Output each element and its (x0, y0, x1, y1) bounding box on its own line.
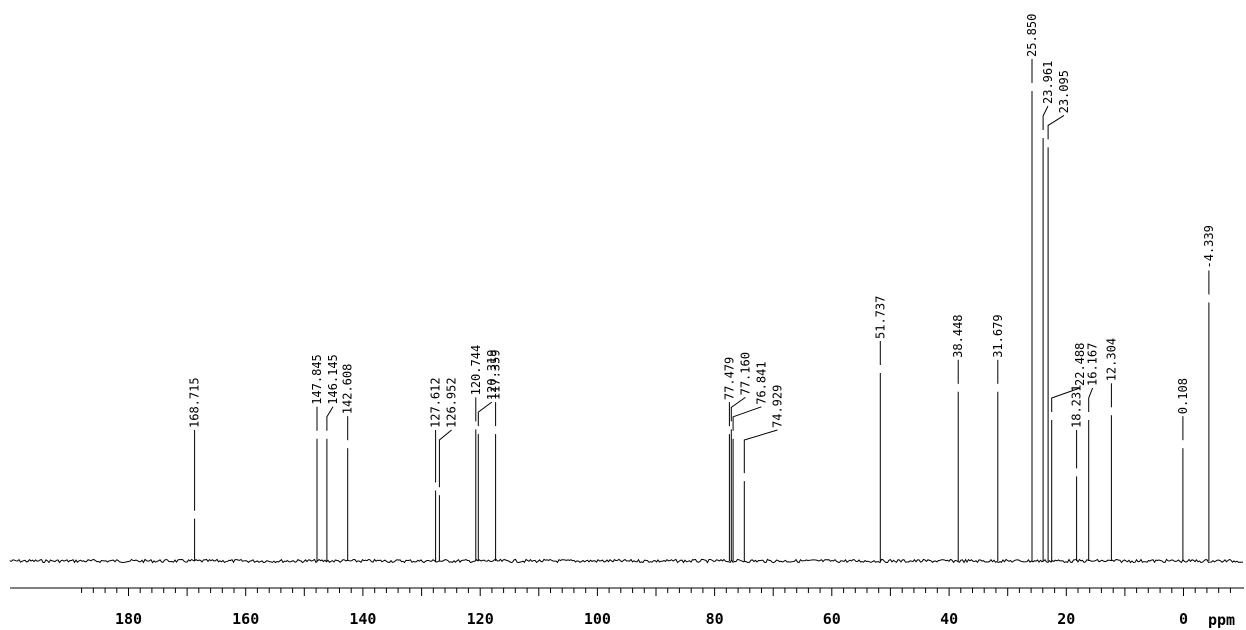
peak-label: 126.952 (445, 377, 459, 428)
peak-label: 117.359 (489, 350, 503, 401)
x-tick-label: 100 (584, 610, 611, 628)
x-tick-label: 140 (349, 610, 376, 628)
peak-lines (194, 91, 1210, 561)
x-tick-label: 120 (467, 610, 494, 628)
peak-leader (1047, 114, 1065, 140)
peak-label: 142.608 (341, 364, 355, 415)
peak-label: 23.961 (1041, 61, 1055, 104)
peak-leader (1042, 105, 1049, 130)
peak-label: 77.160 (738, 352, 752, 395)
peak-leader (477, 401, 493, 427)
x-tick-label: 80 (706, 610, 724, 628)
peak-label: 25.850 (1025, 14, 1039, 57)
peak-label: 76.841 (754, 361, 768, 404)
peak-label: 0.108 (1176, 378, 1190, 414)
peak-label: 22.488 (1073, 343, 1087, 386)
peak-leader (730, 396, 746, 422)
peak-leader (732, 406, 762, 431)
peak-label: 168.715 (188, 377, 202, 428)
peak-label: 23.095 (1057, 70, 1071, 113)
x-tick-label: 40 (940, 610, 958, 628)
peak-label: 146.145 (326, 354, 340, 405)
x-tick-label: 0 (1179, 610, 1188, 628)
peak-label: 120.319 (485, 350, 499, 401)
peak-label: -4.339 (1202, 225, 1216, 268)
peak-leader (326, 406, 334, 431)
x-tick-label: 20 (1057, 610, 1075, 628)
peak-leader (1088, 387, 1094, 412)
x-axis-unit-label: ppm (1208, 611, 1235, 629)
peak-label: 31.679 (991, 314, 1005, 357)
peak-leader (438, 429, 452, 488)
x-tick-label: 60 (823, 610, 841, 628)
peak-label: 74.929 (770, 385, 784, 428)
peak-label: 18.231 (1070, 385, 1084, 428)
peak-label: 147.845 (310, 354, 324, 405)
x-axis: 180 160 140 120 100 80 60 40 20 0 (10, 587, 1244, 628)
x-tick-label: 160 (232, 610, 259, 628)
peak-leader (1051, 387, 1081, 412)
x-tick-label: 180 (115, 610, 142, 628)
peak-label-leaders (194, 59, 1210, 511)
peak-leader (743, 429, 778, 474)
peak-label: 120.744 (469, 345, 483, 396)
peak-labels: 168.715 147.845 146.145 142.608 127.612 126.9… (188, 14, 1216, 428)
peak-label: 77.479 (722, 357, 736, 400)
peak-label: 38.448 (951, 314, 965, 357)
peak-label: 16.167 (1086, 343, 1100, 386)
spectrum-baseline (9, 558, 1244, 564)
peak-label: 51.737 (873, 296, 887, 339)
peak-label: 127.612 (429, 377, 443, 428)
peak-label: 12.304 (1104, 338, 1118, 381)
